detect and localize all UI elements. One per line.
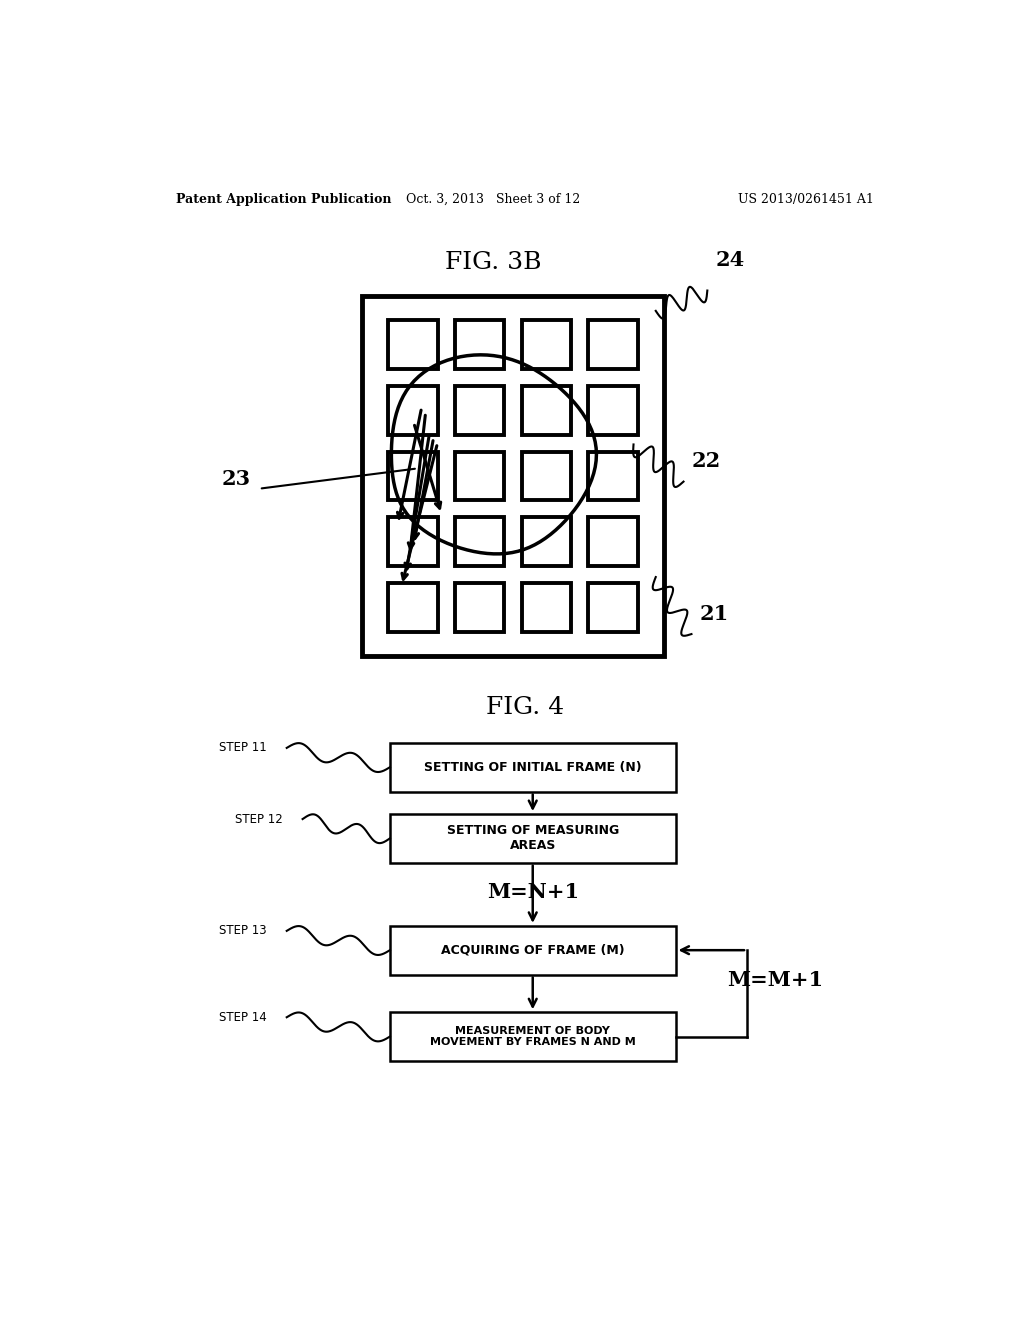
Text: 22: 22 (691, 451, 721, 471)
Bar (362, 296, 664, 656)
Text: Oct. 3, 2013   Sheet 3 of 12: Oct. 3, 2013 Sheet 3 of 12 (406, 193, 581, 206)
Bar (588, 451, 638, 500)
Text: Patent Application Publication: Patent Application Publication (176, 193, 391, 206)
Text: ACQUIRING OF FRAME (M): ACQUIRING OF FRAME (M) (441, 944, 625, 957)
Bar (388, 321, 437, 370)
Bar (588, 517, 638, 566)
Bar (455, 321, 504, 370)
Bar (390, 925, 676, 974)
Text: FIG. 4: FIG. 4 (485, 696, 564, 719)
Text: STEP 14: STEP 14 (219, 1011, 267, 1024)
Bar (521, 451, 571, 500)
Bar (388, 385, 437, 434)
Bar (521, 583, 571, 632)
Text: MEASUREMENT OF BODY
MOVEMENT BY FRAMES N AND M: MEASUREMENT OF BODY MOVEMENT BY FRAMES N… (430, 1026, 636, 1047)
Text: FIG. 3B: FIG. 3B (444, 251, 542, 273)
Text: M=M+1: M=M+1 (727, 970, 823, 990)
Bar (588, 583, 638, 632)
Bar (390, 743, 676, 792)
Text: SETTING OF INITIAL FRAME (N): SETTING OF INITIAL FRAME (N) (424, 760, 642, 774)
Bar (521, 321, 571, 370)
Bar (588, 321, 638, 370)
Text: 23: 23 (222, 469, 251, 488)
Bar (455, 385, 504, 434)
Bar (588, 385, 638, 434)
Bar (390, 1012, 676, 1061)
Bar (521, 385, 571, 434)
Bar (455, 517, 504, 566)
Text: 21: 21 (699, 603, 729, 624)
Bar (455, 583, 504, 632)
Bar (388, 451, 437, 500)
Bar (455, 451, 504, 500)
Bar (390, 814, 676, 863)
Text: US 2013/0261451 A1: US 2013/0261451 A1 (738, 193, 873, 206)
Text: 24: 24 (715, 249, 744, 271)
Bar (521, 517, 571, 566)
Text: STEP 13: STEP 13 (219, 924, 267, 937)
Text: M=N+1: M=N+1 (486, 882, 579, 903)
Text: STEP 11: STEP 11 (219, 742, 267, 755)
Text: SETTING OF MEASURING
AREAS: SETTING OF MEASURING AREAS (446, 825, 618, 853)
Text: STEP 12: STEP 12 (236, 813, 283, 825)
Bar (388, 517, 437, 566)
Bar (388, 583, 437, 632)
